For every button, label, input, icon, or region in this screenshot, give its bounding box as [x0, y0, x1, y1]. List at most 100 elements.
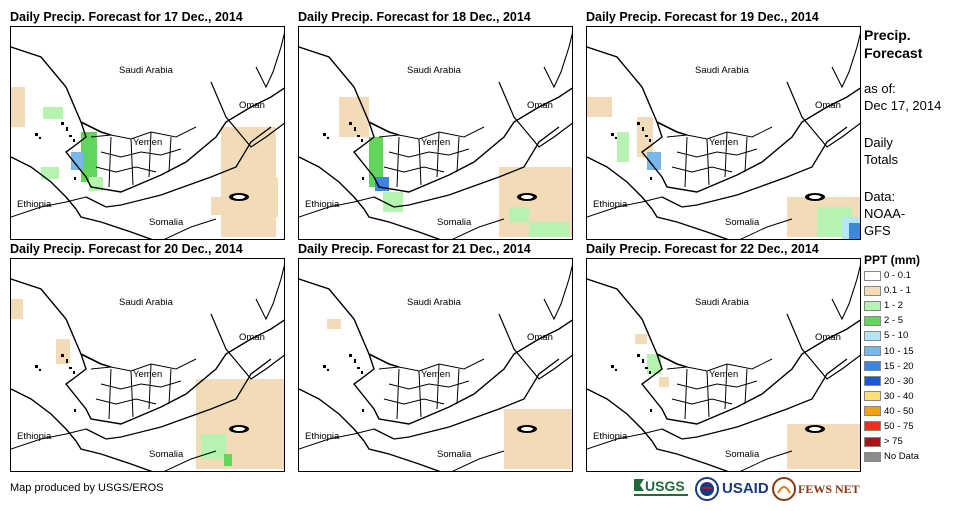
- precip-cell: [256, 409, 276, 429]
- legend-label: 1 - 2: [884, 300, 904, 312]
- data-source-line-1: NOAA-: [864, 206, 906, 221]
- precip-cell: [509, 449, 529, 464]
- legend-item: 0.1 - 1: [864, 283, 964, 298]
- legend-label: 10 - 15: [884, 345, 914, 357]
- map-label-ethiopia: Ethiopia: [17, 199, 52, 210]
- legend-label: 50 - 75: [884, 420, 914, 432]
- precip-cell: [383, 192, 403, 212]
- legend-item: 5 - 10: [864, 328, 964, 343]
- legend-title: PPT (mm): [864, 253, 921, 267]
- precip-cell: [211, 197, 231, 215]
- map-label-yemen: Yemen: [709, 369, 739, 380]
- totals-line-2: Totals: [864, 152, 898, 167]
- as-of-text: as of: Dec 17, 2014: [864, 80, 941, 114]
- map-label-ethiopia: Ethiopia: [305, 199, 340, 210]
- legend-item: 15 - 20: [864, 359, 964, 374]
- map-label-somalia: Somalia: [149, 449, 184, 460]
- precip-cell: [554, 187, 572, 212]
- map-label-saudi: Saudi Arabia: [695, 297, 749, 308]
- legend-item: 20 - 30: [864, 374, 964, 389]
- legend-swatch: [864, 451, 881, 462]
- precip-map: Saudi Arabia Oman Yemen Ethiopia Somalia: [10, 26, 285, 240]
- totals-line-1: Daily: [864, 135, 893, 150]
- legend-label: 2 - 5: [884, 315, 904, 327]
- partner-logos: USGS USAID FEWS NET: [634, 477, 860, 501]
- precip-map: Saudi Arabia Oman Yemen Ethiopia Somalia: [586, 26, 861, 240]
- legend-label: 20 - 30: [884, 375, 914, 387]
- precip-cell: [509, 207, 529, 222]
- as-of-date: Dec 17, 2014: [864, 98, 942, 113]
- precip-cell: [529, 222, 569, 237]
- forecast-panel: Daily Precip. Forecast for 21 Dec., 2014…: [298, 240, 573, 472]
- forecast-panel: Daily Precip. Forecast for 18 Dec., 2014…: [298, 8, 573, 240]
- fews-net-logo-text: FEWS NET: [798, 482, 860, 496]
- legend-item: 0 - 0.1: [864, 268, 964, 283]
- legend-item: 30 - 40: [864, 389, 964, 404]
- forecast-panel: Daily Precip. Forecast for 22 Dec., 2014…: [586, 240, 861, 472]
- data-source-label: Data:: [864, 189, 896, 204]
- precip-map: Saudi Arabia Oman Yemen Ethiopia Somalia: [298, 26, 573, 240]
- precip-cell: [849, 223, 860, 239]
- legend-swatch: [864, 315, 881, 326]
- map-label-ethiopia: Ethiopia: [593, 431, 628, 442]
- precip-cell: [71, 152, 83, 170]
- legend-item: 10 - 15: [864, 343, 964, 358]
- map-label-yemen: Yemen: [133, 369, 163, 380]
- precip-cell: [837, 444, 855, 462]
- usgs-logo: USGS: [634, 478, 688, 496]
- legend-label: 5 - 10: [884, 330, 909, 342]
- precip-cell: [241, 449, 271, 469]
- map-label-saudi: Saudi Arabia: [695, 65, 749, 76]
- panel-title: Daily Precip. Forecast for 21 Dec., 2014: [298, 242, 531, 256]
- panel-title: Daily Precip. Forecast for 18 Dec., 2014: [298, 10, 531, 24]
- legend-label: 15 - 20: [884, 360, 914, 372]
- panel-title: Daily Precip. Forecast for 20 Dec., 2014: [10, 242, 243, 256]
- map-label-oman: Oman: [239, 332, 265, 343]
- legend-label: > 75: [884, 436, 903, 448]
- precip-cell: [256, 177, 278, 217]
- precip-cell: [587, 97, 612, 117]
- map-label-somalia: Somalia: [437, 217, 472, 228]
- precip-map: Saudi Arabia Oman Yemen Ethiopia Somalia: [10, 258, 285, 472]
- precip-cell: [647, 354, 661, 374]
- panel-title: Daily Precip. Forecast for 19 Dec., 2014: [586, 10, 819, 24]
- map-label-oman: Oman: [527, 332, 553, 343]
- legend-item: 50 - 75: [864, 419, 964, 434]
- precip-cell: [201, 434, 226, 459]
- precip-legend: PPT (mm) 0 - 0.1 0.1 - 1 1 - 2 2 - 5 5 - 10 1…: [864, 252, 964, 464]
- map-label-saudi: Saudi Arabia: [407, 297, 461, 308]
- legend-item: > 75: [864, 434, 964, 449]
- legend-heading: Precip. Forecast: [864, 26, 922, 62]
- map-label-saudi: Saudi Arabia: [119, 65, 173, 76]
- legend-swatch: [864, 346, 881, 357]
- map-label-yemen: Yemen: [421, 369, 451, 380]
- precip-cell: [659, 377, 669, 387]
- precip-cell: [224, 454, 232, 466]
- data-source-line-2: GFS: [864, 223, 891, 238]
- legend-item: 2 - 5: [864, 313, 964, 328]
- map-label-somalia: Somalia: [725, 449, 760, 460]
- map-label-saudi: Saudi Arabia: [119, 297, 173, 308]
- precip-cell: [635, 334, 647, 344]
- precip-cell: [647, 152, 661, 170]
- map-label-yemen: Yemen: [133, 137, 163, 148]
- precip-cell: [11, 299, 23, 319]
- precip-cell: [327, 319, 341, 329]
- map-label-somalia: Somalia: [149, 217, 184, 228]
- panel-title: Daily Precip. Forecast for 22 Dec., 2014: [586, 242, 819, 256]
- precip-cell: [544, 439, 569, 464]
- panel-title: Daily Precip. Forecast for 17 Dec., 2014: [10, 10, 243, 24]
- map-label-oman: Oman: [815, 100, 841, 111]
- map-label-somalia: Somalia: [437, 449, 472, 460]
- legend-swatch: [864, 270, 881, 281]
- precip-cell: [43, 107, 63, 119]
- map-label-ethiopia: Ethiopia: [17, 431, 52, 442]
- usaid-logo-text: USAID: [722, 480, 769, 497]
- data-source-text: Data: NOAA- GFS: [864, 188, 905, 239]
- map-label-ethiopia: Ethiopia: [305, 431, 340, 442]
- legend-swatch: [864, 391, 881, 402]
- precip-map: Saudi Arabia Oman Yemen Ethiopia Somalia: [586, 258, 861, 472]
- usgs-logo-text: USGS: [645, 478, 685, 494]
- credit-text: Map produced by USGS/EROS: [10, 482, 164, 494]
- legend-label: 0.1 - 1: [884, 285, 911, 297]
